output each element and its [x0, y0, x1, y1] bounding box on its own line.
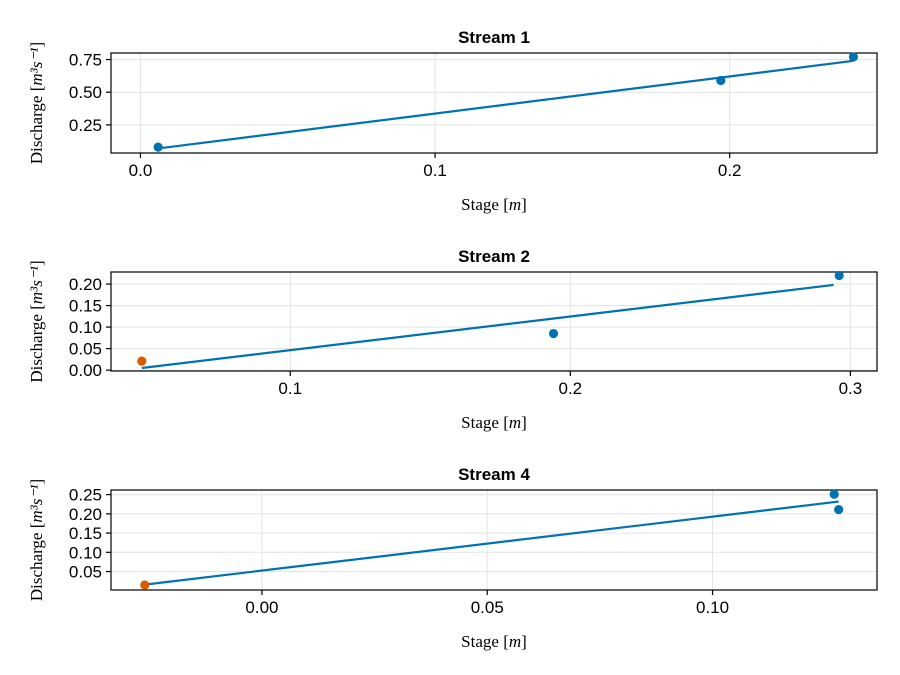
x-axis-label: Stage [m] — [461, 413, 527, 432]
data-point — [834, 505, 844, 515]
data-point — [829, 489, 839, 499]
y-tick-label: 0.75 — [69, 51, 102, 70]
data-point — [140, 580, 150, 590]
x-tick-label: 0.2 — [558, 379, 582, 398]
fit-line — [144, 500, 839, 586]
panel-title: Stream 4 — [458, 465, 530, 484]
data-point — [716, 75, 726, 86]
y-tick-label: 0.10 — [69, 543, 102, 562]
x-tick-label: 0.10 — [696, 598, 729, 617]
x-tick-label: 0.2 — [718, 161, 742, 180]
x-axis-label: Stage [m] — [461, 195, 527, 214]
data-point — [834, 270, 844, 281]
panel-2: 0.1 0.2 0.3 0.00 0.05 0.10 0.15 0.20 Stream 2 Sta… — [27, 247, 878, 432]
x-tick-label: 0.05 — [471, 598, 504, 617]
data-point — [153, 142, 163, 152]
y-axis-label: Discharge [m³s⁻¹] — [27, 42, 46, 164]
x-tick-label: 0.1 — [278, 379, 302, 398]
fit-line — [158, 59, 854, 150]
y-tick-label: 0.05 — [69, 563, 102, 582]
x-tick-label: 0.1 — [423, 161, 447, 180]
x-tick-label: 0.00 — [245, 598, 278, 617]
fit-line — [141, 283, 834, 370]
plot-frame — [110, 271, 878, 372]
y-axis-label: Discharge [m³s⁻¹] — [27, 260, 46, 382]
panel-title: Stream 1 — [458, 28, 530, 47]
y-tick-label: 0.25 — [69, 116, 102, 135]
plot-frame — [110, 489, 878, 591]
data-point — [137, 356, 147, 366]
y-tick-label: 0.20 — [69, 505, 102, 524]
y-tick-label: 0.10 — [69, 318, 102, 337]
panel-title: Stream 2 — [458, 247, 530, 266]
y-axis-label: Discharge [m³s⁻¹] — [27, 479, 46, 601]
x-tick-label: 0.0 — [129, 161, 153, 180]
y-tick-label: 0.25 — [69, 486, 102, 505]
x-axis-label: Stage [m] — [461, 632, 527, 651]
y-tick-label: 0.15 — [69, 524, 102, 543]
x-tick-label: 0.3 — [839, 379, 863, 398]
data-point — [848, 52, 859, 62]
y-tick-label: 0.50 — [69, 83, 102, 102]
y-tick-label: 0.15 — [69, 297, 102, 316]
data-point — [548, 328, 559, 339]
y-tick-label: 0.00 — [69, 361, 102, 380]
y-tick-label: 0.20 — [69, 275, 102, 294]
plot-frame — [110, 52, 878, 154]
y-tick-label: 0.05 — [69, 340, 102, 359]
panel-1: 0.0 0.1 0.2 0.25 0.50 0.75 Stream 1 Stage [m] Di… — [27, 28, 878, 214]
